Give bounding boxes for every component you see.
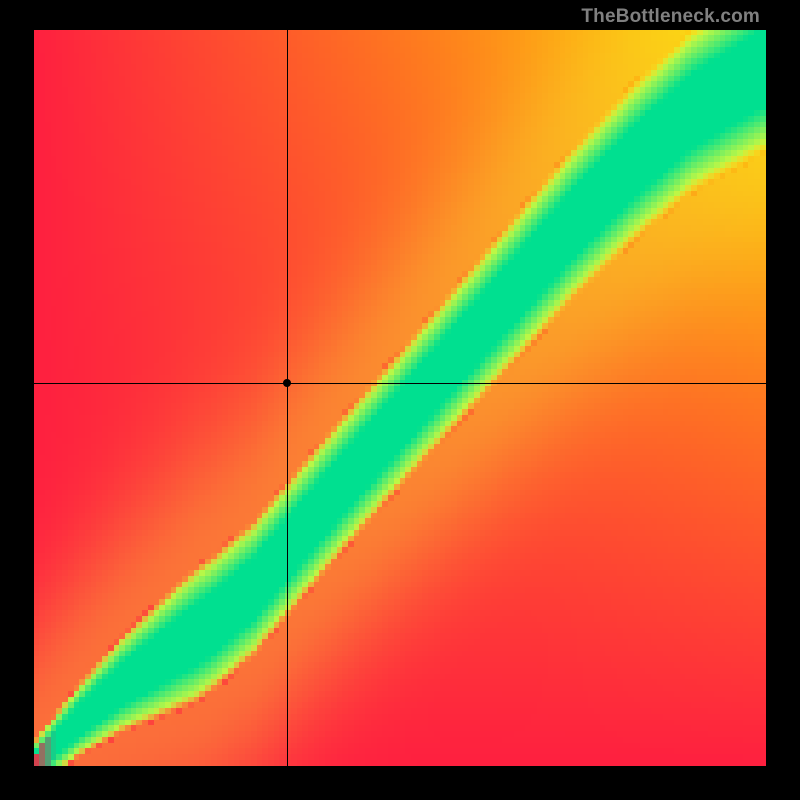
plot-area xyxy=(34,30,766,766)
watermark-text: TheBottleneck.com xyxy=(581,6,760,28)
heatmap-canvas xyxy=(34,30,766,766)
crosshair-vertical-line xyxy=(287,30,288,766)
crosshair-point xyxy=(283,379,291,387)
crosshair-horizontal-line xyxy=(34,383,766,384)
chart-container: TheBottleneck.com xyxy=(0,0,800,800)
